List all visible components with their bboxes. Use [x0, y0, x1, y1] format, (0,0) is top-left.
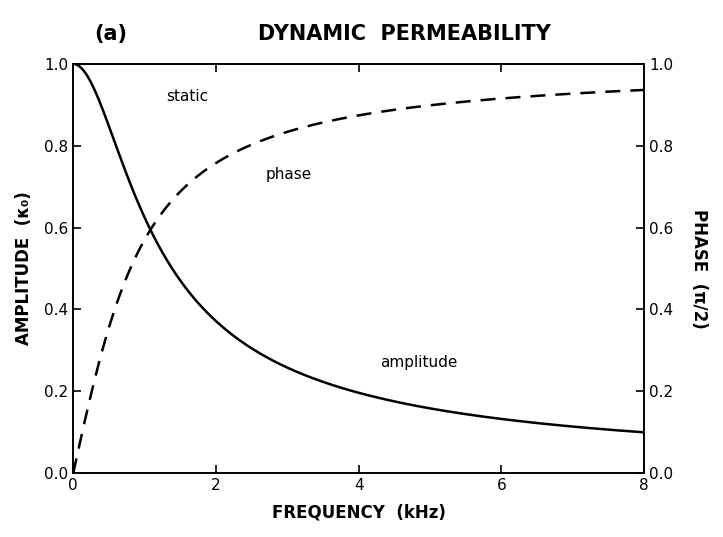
X-axis label: FREQUENCY  (kHz): FREQUENCY (kHz): [272, 504, 445, 522]
Y-axis label: PHASE  (π/2): PHASE (π/2): [690, 208, 708, 328]
Text: static: static: [166, 89, 208, 104]
Text: (a): (a): [94, 24, 127, 44]
Text: DYNAMIC  PERMEABILITY: DYNAMIC PERMEABILITY: [258, 24, 552, 44]
Text: phase: phase: [266, 167, 312, 182]
Y-axis label: AMPLITUDE  (κ₀): AMPLITUDE (κ₀): [15, 192, 33, 345]
Text: amplitude: amplitude: [380, 355, 458, 370]
